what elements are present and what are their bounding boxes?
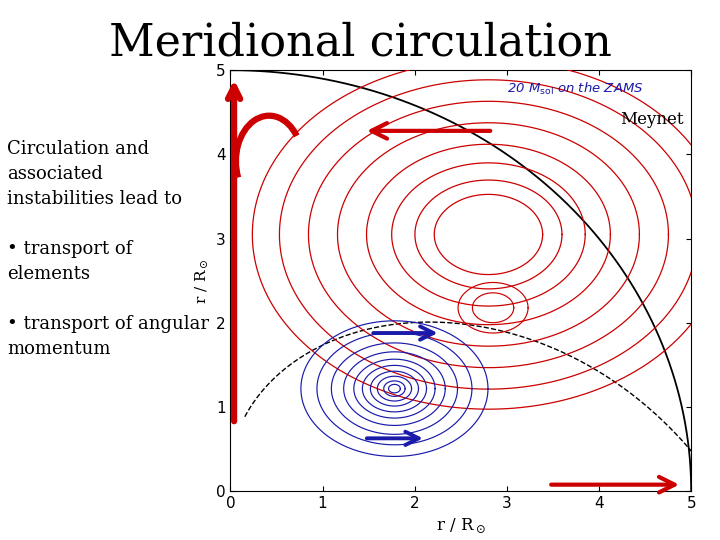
Text: 20 M$_{\rm sol}$ on the ZAMS: 20 M$_{\rm sol}$ on the ZAMS [507, 81, 644, 97]
Text: Meynet: Meynet [621, 111, 684, 127]
Text: Circulation and
associated
instabilities lead to

• transport of
elements

• tra: Circulation and associated instabilities… [7, 140, 210, 359]
X-axis label: r / R$_\odot$: r / R$_\odot$ [436, 517, 486, 535]
Y-axis label: r / R$_\odot$: r / R$_\odot$ [193, 258, 210, 303]
Text: Meridional circulation: Meridional circulation [109, 22, 611, 65]
